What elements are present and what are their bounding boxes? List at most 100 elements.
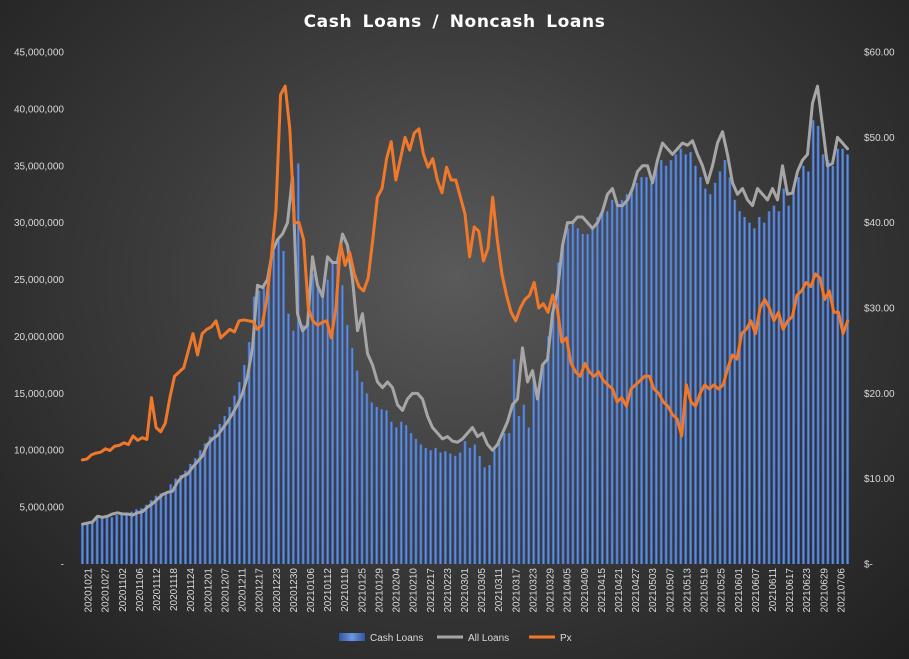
cash-loans-bar: [429, 450, 433, 564]
right-tick-label: $40.00: [864, 218, 895, 229]
left-tick-label: 20,000,000: [14, 332, 64, 343]
cash-loans-bar: [816, 125, 820, 565]
x-tick-label: 20201124: [186, 568, 197, 612]
x-tick-label: 20210223: [443, 568, 454, 613]
x-tick-label: 20210601: [734, 568, 745, 613]
cash-loans-bar: [311, 273, 315, 564]
x-tick-label: 20210507: [665, 568, 676, 613]
cash-loans-bar: [532, 376, 536, 564]
cash-loans-bar: [419, 444, 423, 564]
x-tick-label: 20210204: [392, 568, 403, 613]
cash-loans-bar: [630, 188, 634, 564]
cash-loans-bar: [576, 228, 580, 565]
cash-loans-bar: [179, 475, 183, 564]
x-tick-label: 20201027: [101, 568, 112, 613]
cash-loans-bar: [345, 325, 349, 564]
cash-loans-bar: [247, 342, 251, 564]
cash-loans-bar: [610, 199, 614, 564]
left-tick-label: 25,000,000: [14, 275, 64, 286]
x-tick-label: 20210623: [802, 568, 813, 613]
x-tick-label: 20210323: [528, 568, 539, 613]
cash-loans-bar: [787, 205, 791, 564]
right-tick-label: $-: [864, 560, 873, 571]
cash-loans-bar: [723, 160, 727, 564]
cash-loans-bar: [703, 188, 707, 564]
cash-loans-bar: [483, 467, 487, 564]
cash-loans-bar: [615, 205, 619, 564]
cash-loans-bar: [782, 188, 786, 564]
cash-loans-bar: [772, 205, 776, 564]
cash-loans-bar: [443, 451, 447, 564]
x-tick-label: 20201217: [255, 568, 266, 613]
cash-loans-bar: [321, 290, 325, 564]
x-tick-label: 20210519: [700, 568, 711, 613]
cash-loans-bar: [747, 222, 751, 565]
cash-loans-bar: [90, 521, 94, 564]
cash-loans-bar: [826, 160, 830, 564]
x-tick-label: 20210706: [836, 568, 847, 613]
cash-loans-bar: [159, 493, 163, 564]
cash-loans-bar: [257, 290, 261, 564]
cash-loans-bar: [674, 154, 678, 564]
cash-loans-bar: [85, 524, 89, 564]
cash-loans-bar: [801, 165, 805, 564]
cash-loans-bar: [301, 325, 305, 564]
cash-loans-bar: [522, 404, 526, 564]
cash-loans-bar: [693, 165, 698, 564]
x-tick-label: 20201201: [203, 568, 214, 613]
cash-loans-bar: [360, 381, 364, 564]
cash-loans-bar: [424, 447, 428, 564]
left-tick-label: 10,000,000: [14, 446, 64, 457]
x-tick-label: 20201223: [272, 568, 283, 613]
cash-loans-bar: [80, 525, 84, 564]
cash-loans-bar: [458, 452, 462, 564]
x-tick-label: 20210629: [819, 568, 830, 613]
cash-loans-bar: [605, 211, 609, 565]
cash-loans-bar: [389, 421, 393, 564]
cash-loans-bar: [448, 453, 452, 564]
cash-loans-bar: [846, 154, 850, 564]
cash-loans-bar: [571, 222, 575, 565]
cash-loans-bar: [218, 424, 222, 564]
cash-loans-bar: [649, 182, 653, 564]
x-tick-label: 20210329: [546, 568, 557, 613]
all-loans-line: [81, 84, 849, 526]
cash-loans-bar: [502, 433, 506, 564]
right-tick-label: $30.00: [864, 304, 895, 315]
cash-loans-bar: [404, 425, 408, 564]
cash-loans-bar: [600, 211, 604, 565]
x-tick-label: 20210427: [631, 568, 642, 613]
cash-loans-bar: [242, 364, 246, 564]
cash-loans-bar: [296, 163, 300, 564]
cash-loans-bars: [80, 120, 850, 565]
cash-loans-bar: [286, 313, 290, 564]
x-tick-label: 20210607: [751, 568, 762, 613]
cash-loans-bar: [272, 251, 276, 565]
cash-loans-bar: [777, 211, 781, 565]
cash-loans-bar: [679, 148, 683, 564]
cash-loans-bar: [659, 160, 663, 564]
cash-loans-bar: [409, 433, 413, 564]
cash-loans-bar: [512, 359, 516, 564]
cash-loans-bar: [836, 148, 840, 564]
cash-loans-bar: [237, 381, 241, 564]
cash-loans-bar: [595, 216, 599, 565]
cash-loans-bar: [811, 120, 815, 565]
cash-loans-bar: [757, 216, 761, 565]
cash-loans-bar: [380, 409, 384, 564]
cash-loans-bar: [581, 234, 585, 565]
right-axis: $- $10.00 $20.00 $30.00 $40.00 $50.00 $60.00: [864, 48, 895, 571]
cash-loans-bar: [115, 515, 119, 564]
cash-loans-bar: [100, 517, 104, 564]
legend-label: All Loans: [468, 633, 509, 644]
cash-loans-bar: [434, 447, 438, 564]
cash-loans-bar: [385, 410, 389, 564]
x-tick-label: 20210513: [682, 568, 693, 613]
cash-loans-bar: [198, 450, 202, 564]
cash-loans-bar: [537, 387, 541, 564]
cash-loans-bar: [144, 504, 148, 564]
x-tick-label: 20210129: [374, 568, 385, 613]
cash-loans-bar: [473, 444, 477, 564]
x-tick-label: 20201118: [169, 568, 180, 611]
